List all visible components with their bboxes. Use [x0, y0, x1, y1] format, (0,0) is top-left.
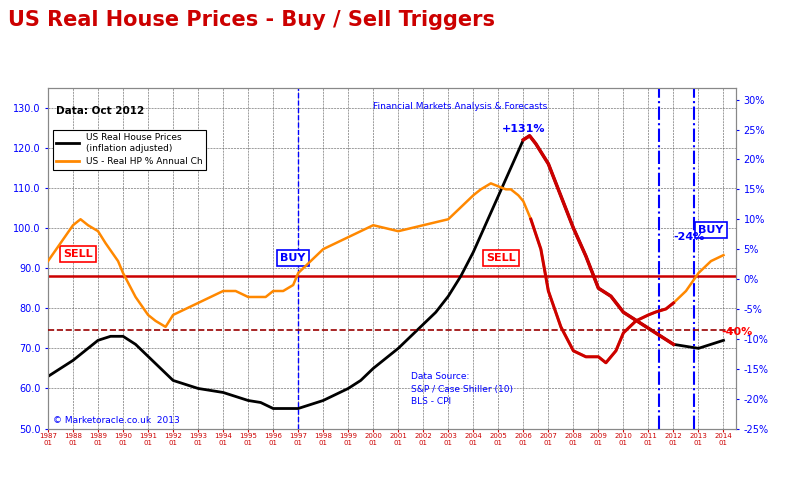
Text: BUY: BUY: [281, 253, 306, 263]
Text: -40%: -40%: [721, 327, 752, 337]
Text: BUY: BUY: [698, 225, 724, 235]
Text: Data: Oct 2012: Data: Oct 2012: [55, 106, 144, 116]
Text: SELL: SELL: [63, 249, 93, 259]
Text: US Real House Prices - Buy / Sell Triggers: US Real House Prices - Buy / Sell Trigge…: [8, 10, 495, 30]
Text: +131%: +131%: [502, 124, 545, 134]
Text: Financial Markets Analysis & Forecasts: Financial Markets Analysis & Forecasts: [374, 102, 547, 111]
Text: Data Source:
S&P / Case Shiller (10)
BLS - CPI: Data Source: S&P / Case Shiller (10) BLS…: [410, 373, 513, 407]
Text: MarketOracle.co.uk: MarketOracle.co.uk: [579, 37, 718, 50]
Text: -24%: -24%: [674, 232, 705, 242]
Text: © Marketoracle.co.uk  2013: © Marketoracle.co.uk 2013: [53, 415, 180, 425]
Text: SELL: SELL: [486, 253, 516, 263]
Legend: US Real House Prices
(inflation adjusted), US - Real HP % Annual Ch: US Real House Prices (inflation adjusted…: [53, 130, 206, 170]
